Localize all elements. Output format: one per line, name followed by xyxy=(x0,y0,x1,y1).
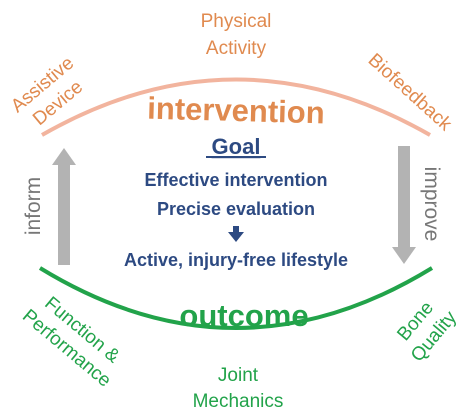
goal-line-effective-intervention: Effective intervention xyxy=(144,170,327,190)
physical-activity-line1: Physical xyxy=(201,11,272,32)
goal-title: Goal xyxy=(212,134,261,159)
goal-line-precise-evaluation: Precise evaluation xyxy=(157,199,315,219)
inform-arrow xyxy=(52,148,76,265)
intervention-label: intervention xyxy=(147,91,325,131)
inform-label: inform xyxy=(22,177,45,235)
joint-mechanics-line2: Mechanics xyxy=(193,391,284,412)
assistive-device-label: Assistive Device xyxy=(7,53,87,130)
improve-arrow xyxy=(392,146,416,264)
down-arrow-icon xyxy=(228,226,244,242)
outcome-label: outcome xyxy=(179,298,308,333)
improve-label: improve xyxy=(420,167,443,242)
physical-activity-line2: Activity xyxy=(206,38,267,59)
goal-line-active-lifestyle: Active, injury-free lifestyle xyxy=(124,250,348,270)
outcome-arc xyxy=(38,266,434,330)
bone-quality-label: Bone Quality xyxy=(393,298,461,367)
joint-mechanics-line1: Joint xyxy=(218,365,259,386)
intervention-arc xyxy=(41,77,431,137)
